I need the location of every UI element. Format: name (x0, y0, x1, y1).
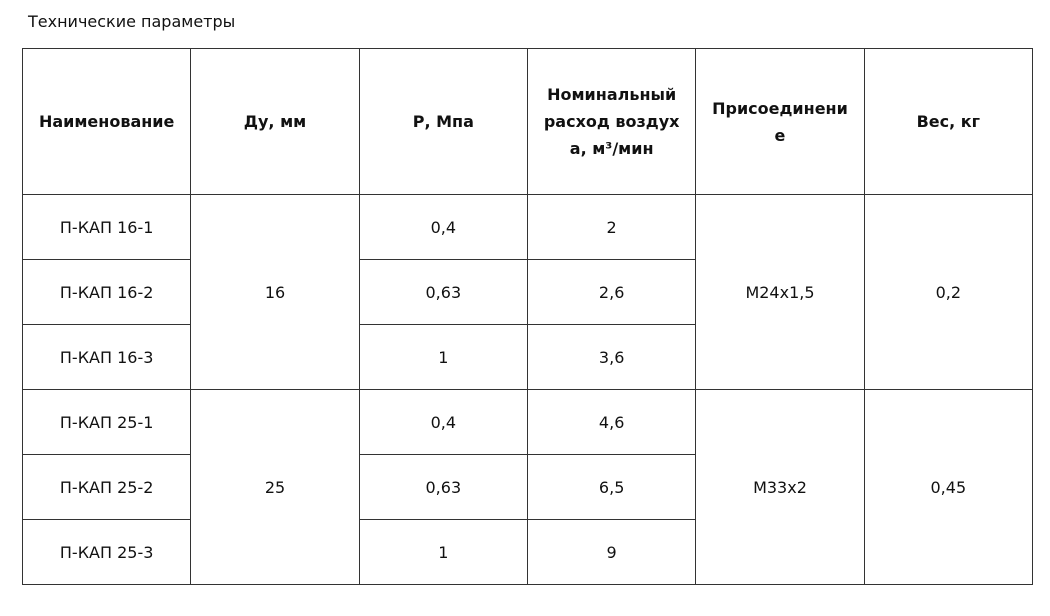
pressure-cell: 1 (358, 324, 528, 390)
connection-cell: M24x1,5 (695, 194, 865, 390)
table-row: П-КАП 16-3 1 3,6 (21, 324, 1033, 390)
header-row: Наименование Ду, мм Р, Мпа Номинальный расх… (21, 48, 1034, 195)
pressure-cell: 0,4 (358, 389, 528, 455)
header-cell: Наименование (21, 48, 192, 195)
table-row: П-КАП 16-1 16 0,4 2 M24x1,5 0,2 (21, 194, 1034, 390)
table-body: П-КАП 16-1 16 0,4 2 M24x1,5 0,2 П-КАП 16-2 0,63… (21, 194, 1034, 585)
section-title: Технические параметры (28, 12, 236, 31)
pressure-cell: 0,4 (358, 194, 528, 260)
flow-cell: 4,6 (526, 389, 697, 455)
connection-cell: M33x2 (695, 389, 865, 585)
weight-cell: 0,2 (863, 194, 1034, 390)
table-row: П-КАП 25-1 25 0,4 4,6 M33x2 0,45 (21, 389, 1034, 585)
flow-cell: 2 (526, 194, 697, 260)
name-cell: П-КАП 25-3 (21, 519, 192, 585)
name-cell: П-КАП 16-1 (21, 194, 192, 260)
header-cell: Ду, мм (190, 48, 360, 195)
header-cell: Р, Мпа (358, 48, 528, 195)
flow-cell: 9 (526, 519, 697, 585)
header-cell: Вес, кг (863, 48, 1034, 195)
specs-table: Наименование Ду, мм Р, Мпа Номинальный расх… (21, 48, 1034, 585)
flow-cell: 2,6 (526, 259, 697, 325)
pressure-cell: 1 (358, 519, 528, 585)
header-cell: Номинальный расход воздуха, м³/мин (526, 48, 697, 195)
flow-cell: 3,6 (526, 324, 697, 390)
pressure-cell: 0,63 (358, 454, 528, 520)
table-row: П-КАП 16-2 0,63 2,6 (21, 259, 1033, 325)
dn-cell: 25 (190, 389, 360, 585)
name-cell: П-КАП 16-3 (21, 324, 192, 390)
flow-cell: 6,5 (526, 454, 697, 520)
name-cell: П-КАП 25-2 (21, 454, 192, 520)
dn-cell: 16 (190, 194, 360, 390)
table-row: П-КАП 25-2 0,63 6,5 (21, 454, 1033, 520)
weight-cell: 0,45 (863, 389, 1034, 585)
table-row: П-КАП 25-3 1 9 (21, 519, 1033, 585)
header-cell: Присоединение (695, 48, 865, 195)
name-cell: П-КАП 25-1 (21, 389, 192, 455)
name-cell: П-КАП 16-2 (21, 259, 192, 325)
pressure-cell: 0,63 (358, 259, 528, 325)
